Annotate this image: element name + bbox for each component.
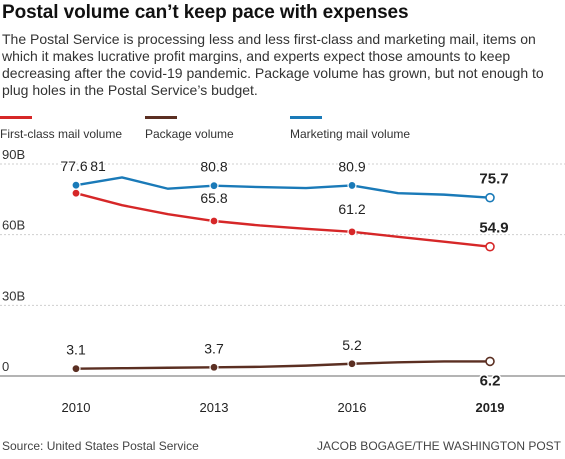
y-tick-label: 30B (2, 288, 25, 303)
data-point (71, 364, 81, 374)
source-note: Source: United States Postal Service (2, 439, 199, 453)
data-point (209, 181, 219, 191)
legend-label-package: Package volume (145, 127, 234, 141)
data-label: 77.6 (60, 158, 87, 174)
data-point (71, 188, 81, 198)
legend-label-first-class: First-class mail volume (0, 127, 123, 141)
data-point (71, 180, 81, 190)
data-label: 75.7 (479, 171, 508, 188)
data-point (209, 216, 219, 226)
data-label: 80.9 (338, 158, 365, 174)
data-label: 81 (90, 158, 106, 174)
chart-subtitle: The Postal Service is processing less an… (2, 31, 544, 98)
credit-line: JACOB BOGAGE/THE WASHINGTON POST (316, 439, 561, 453)
data-label: 3.7 (204, 340, 224, 356)
data-label: 3.1 (66, 342, 86, 358)
data-label: 54.9 (479, 220, 508, 237)
series-line (74, 192, 492, 248)
legend-label-marketing: Marketing mail volume (290, 127, 411, 141)
data-point (347, 359, 357, 369)
data-point (485, 356, 495, 367)
x-tick-label: 2010 (62, 400, 91, 415)
series-line (74, 360, 492, 370)
data-label: 80.8 (200, 159, 227, 175)
data-label: 6.2 (480, 372, 501, 389)
data-point (347, 227, 357, 237)
legend-swatch-first-class (0, 116, 32, 119)
y-tick-label: 90B (2, 150, 25, 162)
series-line (74, 176, 492, 199)
x-tick-label: 2013 (200, 400, 229, 415)
x-tick-label: 2016 (338, 400, 367, 415)
data-label: 61.2 (338, 201, 365, 217)
x-tick-label: 2019 (476, 400, 505, 415)
chart-title: Postal volume can’t keep pace with expen… (2, 2, 409, 23)
y-tick-label: 0 (2, 359, 9, 374)
legend-swatch-marketing (290, 116, 322, 119)
data-point (485, 192, 495, 203)
legend-swatch-package (145, 116, 177, 119)
data-label: 65.8 (200, 190, 227, 206)
y-tick-label: 60B (2, 218, 25, 233)
data-point (485, 241, 495, 252)
data-label: 5.2 (342, 337, 362, 353)
data-point (347, 180, 357, 191)
data-point (209, 362, 219, 372)
line-chart: 90B 60B 30B 0 2010 2013 2016 2019 77.6 65.8 61.2 54… (0, 150, 565, 415)
